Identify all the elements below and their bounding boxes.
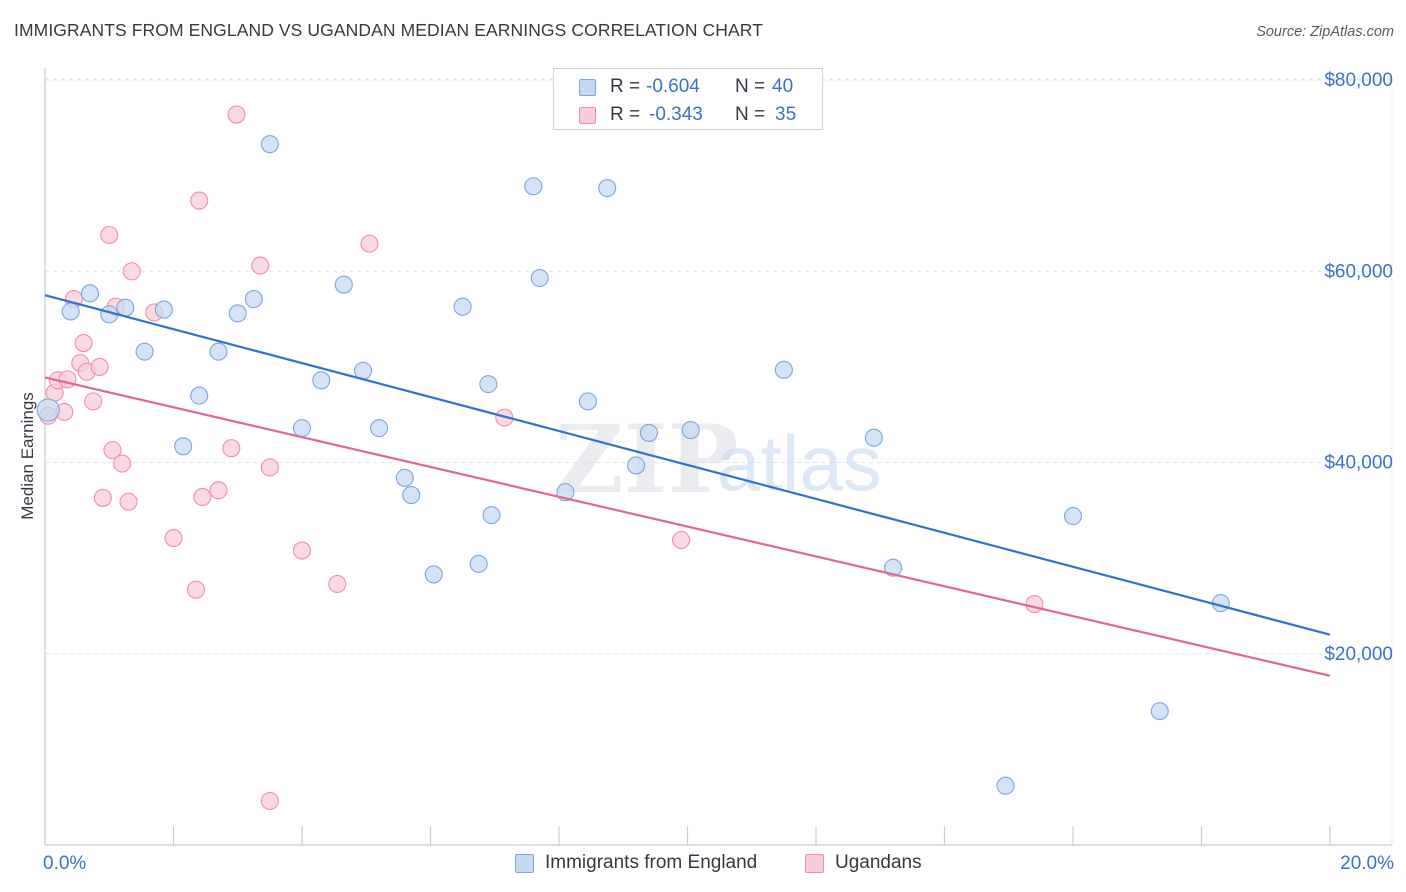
england-point-10 <box>228 304 247 323</box>
ugandans-point-21 <box>190 191 209 210</box>
ugandans-point-24 <box>222 439 241 458</box>
england-point-30 <box>627 456 646 475</box>
y-axis-label: Median Earnings <box>18 392 37 520</box>
england-point-1 <box>61 302 80 321</box>
england-point-0 <box>36 398 60 422</box>
ugandans-point-29 <box>328 574 347 594</box>
x-tick-label-0: 0.0% <box>43 853 86 874</box>
england-point-24 <box>482 506 501 525</box>
england-point-5 <box>135 342 154 361</box>
ugandans-point-22 <box>193 487 212 507</box>
ugandans-point-4 <box>58 370 77 389</box>
legend-r-value: -0.343 <box>649 104 703 125</box>
england-point-11 <box>244 290 263 309</box>
chart-title: IMMIGRANTS FROM ENGLAND VS UGANDAN MEDIA… <box>14 20 764 40</box>
axes <box>44 68 1392 846</box>
ugandans-point-34 <box>260 791 279 811</box>
england-point-35 <box>884 558 903 577</box>
y-tick-label-3: $80,000 <box>1324 70 1393 91</box>
ugandans-point-32 <box>672 530 691 550</box>
ugandans-trend-line <box>44 376 1331 677</box>
ugandans-point-13 <box>100 225 119 245</box>
england-point-15 <box>334 275 353 294</box>
ugandans-point-28 <box>292 541 312 560</box>
england-point-9 <box>209 342 228 361</box>
legend-label-england: Immigrants from England <box>545 852 758 873</box>
ugandans-point-7 <box>74 333 93 353</box>
correlation-legend: R = -0.604 N = 40 R = -0.343 N = 35 <box>553 68 823 130</box>
legend-swatch-england <box>579 79 596 96</box>
legend-r-value: -0.604 <box>646 76 700 97</box>
legend-n-label: N = <box>735 76 766 97</box>
england-point-37 <box>1150 702 1169 721</box>
x-tick-label-1: 20.0% <box>1340 853 1394 874</box>
y-tick-label-2: $60,000 <box>1324 261 1393 282</box>
legend-row-england: R = -0.604 N = 40 <box>554 73 822 101</box>
england-point-20 <box>424 565 443 584</box>
legend-label-ugandans: Ugandans <box>835 852 922 873</box>
y-tick-label-1: $40,000 <box>1324 453 1393 474</box>
england-point-29 <box>598 179 617 198</box>
legend-r-label: R = <box>610 104 641 125</box>
england-point-8 <box>174 437 193 456</box>
england-point-17 <box>370 419 389 438</box>
england-point-31 <box>639 423 659 442</box>
ugandans-point-16 <box>119 492 138 511</box>
ugandans-point-23 <box>209 481 228 500</box>
ugandans-point-27 <box>260 458 279 477</box>
ugandans-point-17 <box>122 262 141 281</box>
england-point-14 <box>312 371 331 390</box>
england-point-12 <box>260 135 279 154</box>
ugandans-point-9 <box>84 392 103 411</box>
england-point-33 <box>774 360 793 379</box>
england-point-28 <box>578 392 597 411</box>
england-point-18 <box>395 468 414 487</box>
legend-r-label: R = <box>610 76 641 97</box>
legend-n-value: 35 <box>775 104 797 125</box>
series-legend: Immigrants from England Ugandans <box>0 852 1406 878</box>
england-point-39 <box>996 776 1015 795</box>
england-point-19 <box>402 486 421 505</box>
england-point-34 <box>864 428 883 447</box>
data-points <box>36 105 1230 811</box>
watermark: ZIP atlas <box>555 405 882 515</box>
y-tick-label-0: $20,000 <box>1324 644 1393 665</box>
legend-n-label: N = <box>735 104 766 125</box>
axis-tick-labels: $20,000 $40,000 $60,000 $80,000 0.0% 20.0% <box>43 70 1394 874</box>
ugandans-point-19 <box>164 529 183 548</box>
england-point-7 <box>190 386 209 405</box>
england-point-25 <box>524 177 543 196</box>
england-point-23 <box>479 375 498 394</box>
legend-n-value: 40 <box>772 76 794 97</box>
chart-source: Source: ZipAtlas.com <box>1256 24 1394 40</box>
ugandans-point-33 <box>1025 595 1044 614</box>
england-point-21 <box>453 297 472 316</box>
ugandans-point-25 <box>227 105 246 124</box>
legend-row-ugandans: R = -0.343 N = 35 <box>554 101 822 129</box>
ugandans-point-10 <box>90 357 109 377</box>
trend-lines <box>44 294 1331 677</box>
england-point-32 <box>681 421 700 440</box>
england-point-2 <box>80 284 100 303</box>
ugandans-point-20 <box>186 580 206 599</box>
england-trend-line <box>44 294 1331 636</box>
legend-swatch-ugandans <box>805 854 824 873</box>
legend-swatch-england <box>515 854 534 873</box>
legend-swatch-ugandans <box>579 107 596 124</box>
england-point-4 <box>116 298 135 317</box>
england-point-6 <box>154 300 173 319</box>
watermark-zip: ZIP <box>555 405 738 515</box>
ugandans-point-11 <box>93 488 112 507</box>
england-point-13 <box>292 419 312 438</box>
watermark-atlas: atlas <box>717 419 882 507</box>
ugandans-point-30 <box>360 234 379 253</box>
england-point-22 <box>469 554 488 573</box>
ugandans-point-12 <box>103 441 122 460</box>
ugandans-point-15 <box>113 454 132 473</box>
ugandans-point-26 <box>251 256 270 275</box>
england-point-36 <box>1063 507 1083 526</box>
england-point-26 <box>530 268 549 288</box>
